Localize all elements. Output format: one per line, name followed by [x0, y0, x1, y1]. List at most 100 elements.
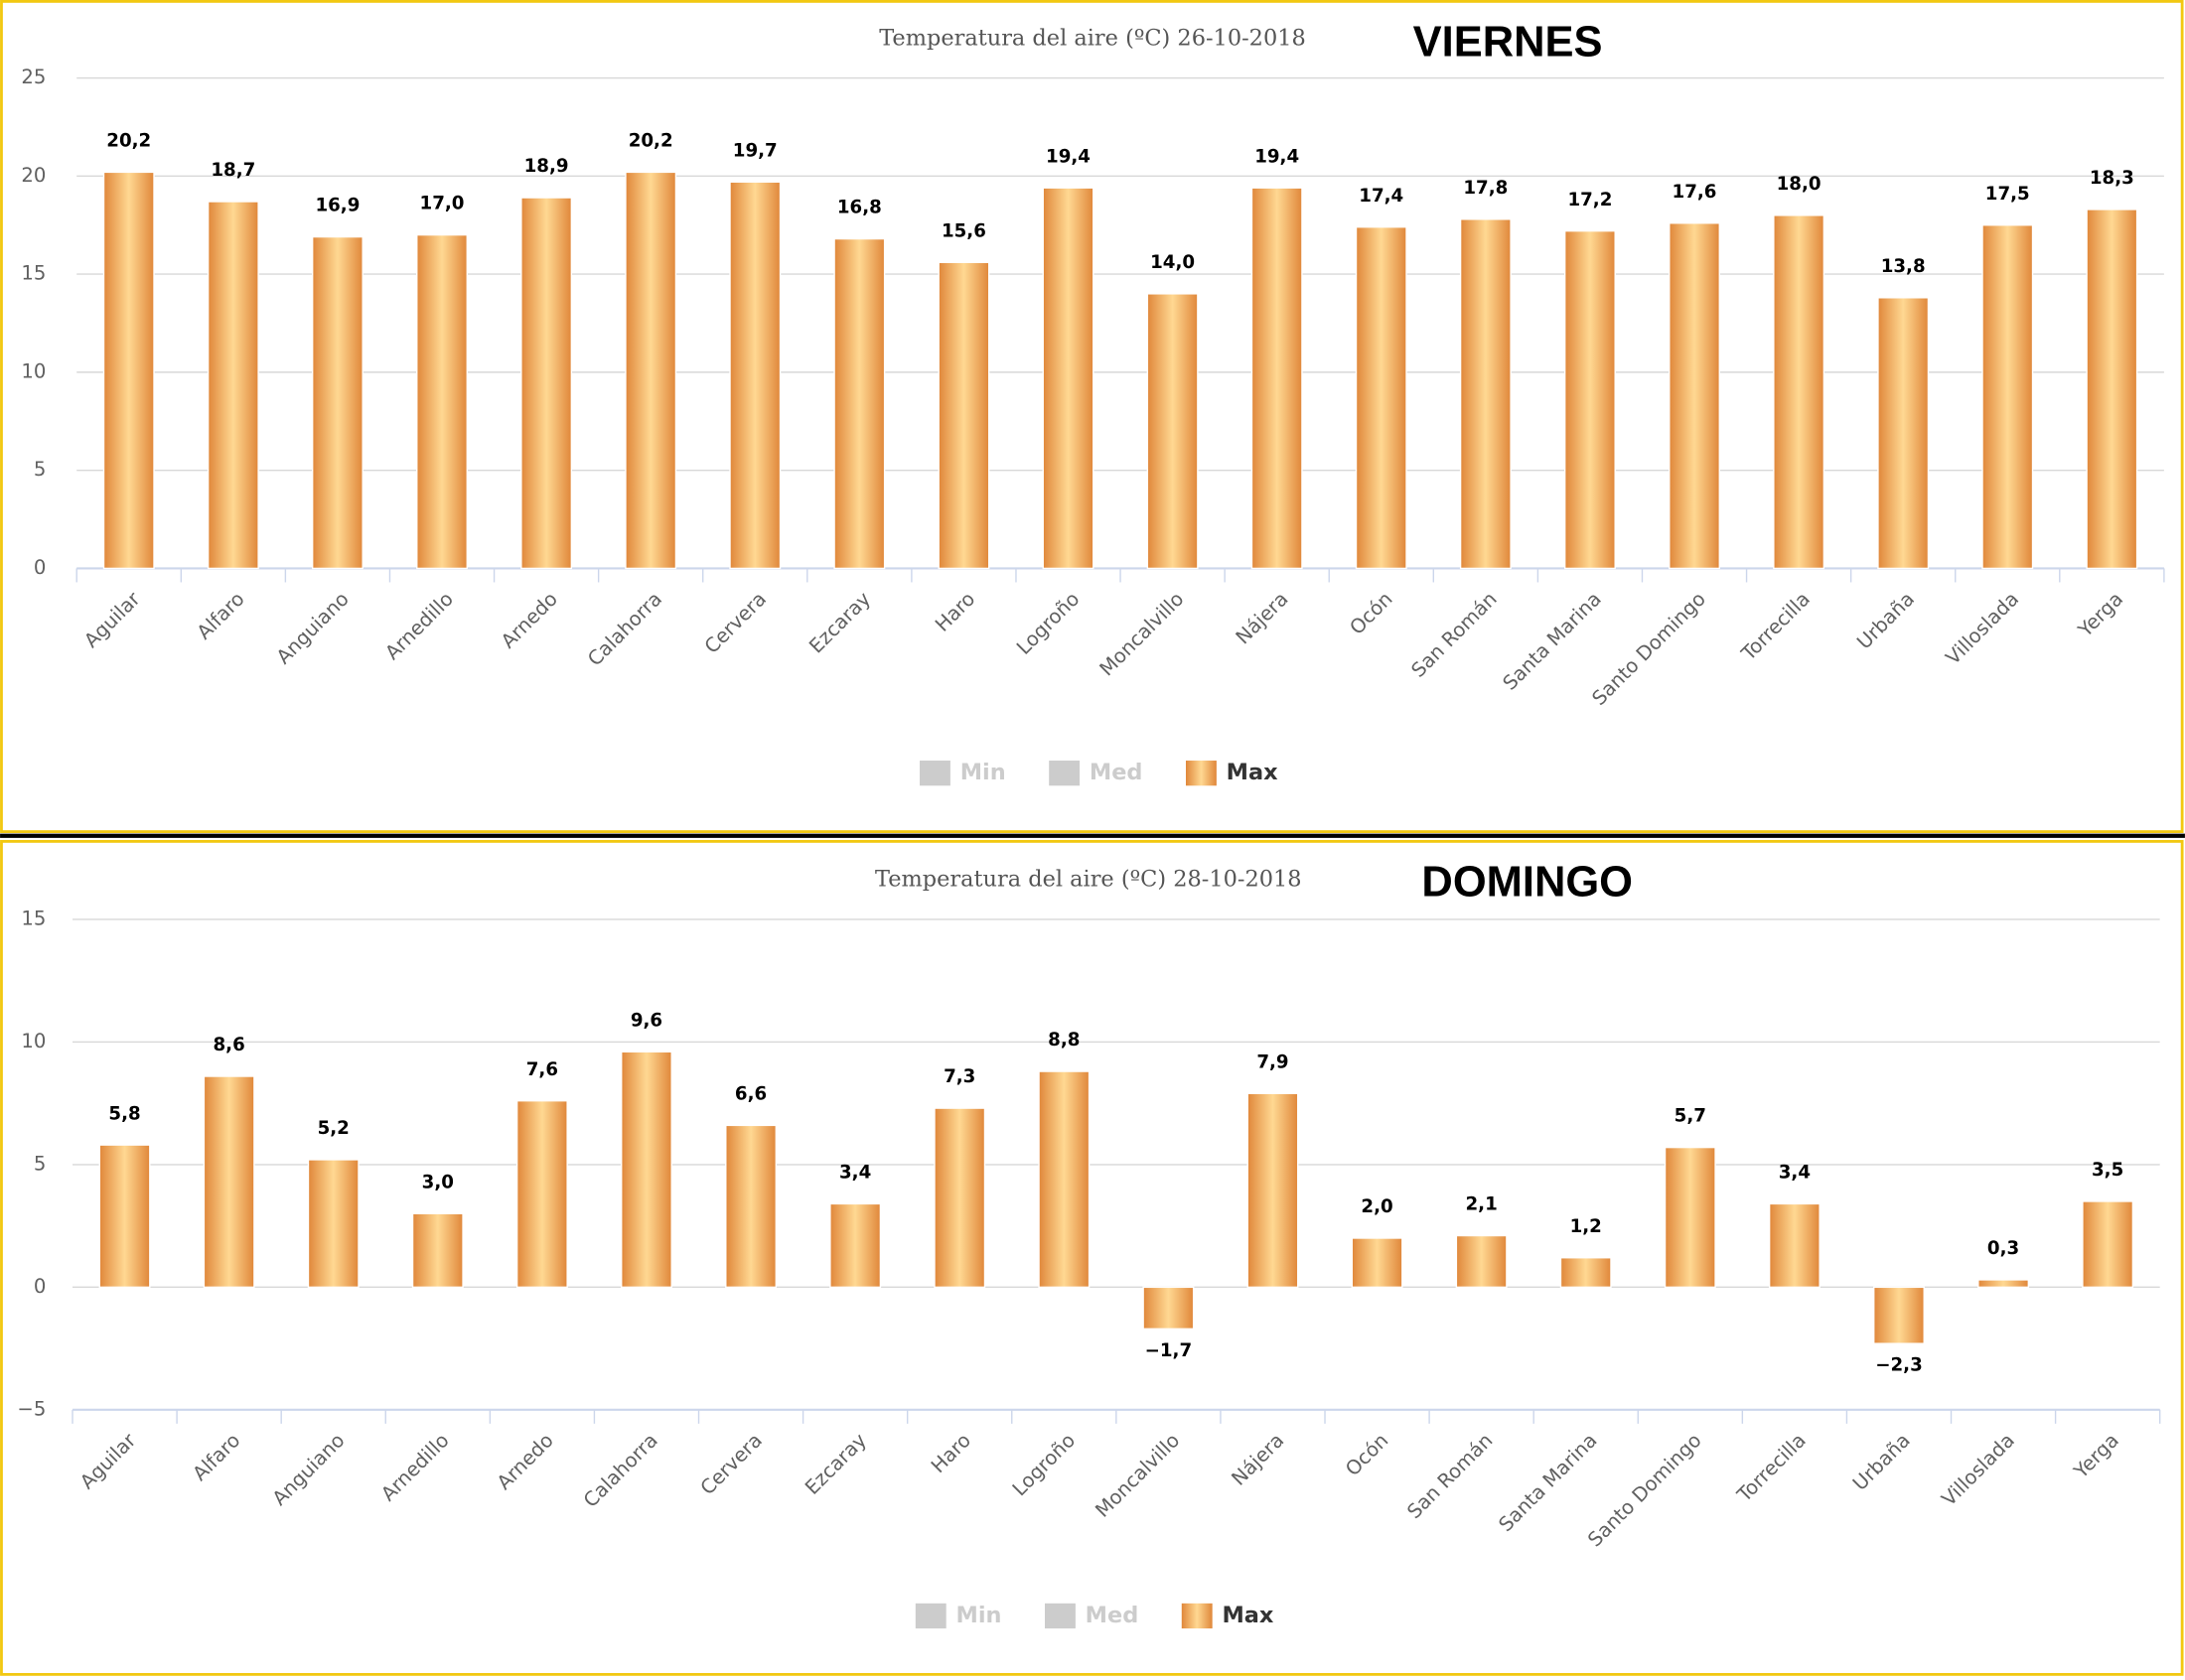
bar: [515, 1099, 568, 1289]
bar: [1042, 187, 1094, 570]
legend-swatch[interactable]: [1049, 761, 1081, 786]
value-label: 18,9: [524, 156, 569, 177]
bar: [98, 1144, 151, 1289]
bar: [1459, 218, 1512, 570]
bar: [938, 261, 990, 570]
value-label: 19,4: [1046, 146, 1091, 167]
bar: [1669, 222, 1720, 570]
bar: [1142, 1286, 1195, 1330]
value-label: 18,0: [1777, 174, 1821, 195]
bar: [207, 201, 259, 570]
day-label: DOMINGO: [1421, 858, 1633, 906]
legend-swatch[interactable]: [1181, 1603, 1213, 1629]
value-label: 8,6: [213, 1035, 244, 1055]
bar: [934, 1107, 986, 1289]
y-tick-label: 5: [34, 458, 47, 481]
value-label: 13,8: [1881, 256, 1926, 277]
value-label: 19,7: [733, 140, 778, 161]
value-label: −2,3: [1875, 1355, 1923, 1376]
legend-label[interactable]: Med: [1086, 1603, 1139, 1628]
chart-title: Temperatura del aire (ºC) 26-10-2018: [879, 25, 1306, 51]
bar: [2082, 1200, 2134, 1289]
legend-swatch[interactable]: [1045, 1603, 1076, 1629]
bar: [1773, 214, 1825, 570]
value-label: 0,3: [1987, 1238, 2019, 1259]
value-label: 15,6: [942, 220, 986, 241]
y-tick-label: 20: [21, 164, 46, 187]
bar: [520, 197, 573, 570]
day-label: VIERNES: [1413, 18, 1603, 66]
bar: [1768, 1202, 1821, 1289]
y-tick-label: 15: [21, 907, 46, 929]
y-tick-label: −5: [17, 1397, 46, 1420]
bar: [203, 1075, 255, 1289]
bar: [1351, 1237, 1403, 1289]
bar: [1877, 297, 1930, 570]
value-label: 7,6: [526, 1059, 558, 1080]
value-label: 5,2: [318, 1118, 350, 1139]
chart-title: Temperatura del aire (ºC) 28-10-2018: [875, 867, 1302, 893]
bar: [1455, 1234, 1508, 1289]
value-label: 8,8: [1048, 1030, 1080, 1050]
value-label: 17,5: [1985, 184, 2030, 205]
bar: [1559, 1257, 1612, 1289]
bar: [829, 1202, 882, 1289]
bar: [1250, 187, 1303, 570]
value-label: 3,0: [422, 1172, 454, 1192]
bar: [1355, 225, 1407, 570]
y-tick-label: 0: [34, 556, 47, 579]
value-label: 17,4: [1359, 186, 1403, 207]
legend-label[interactable]: Max: [1227, 760, 1278, 785]
y-tick-label: 0: [34, 1275, 47, 1298]
value-label: 2,0: [1361, 1196, 1392, 1217]
value-label: 1,2: [1570, 1216, 1602, 1237]
bar: [102, 171, 155, 570]
value-label: −1,7: [1145, 1340, 1193, 1361]
legend-label[interactable]: Min: [960, 760, 1006, 785]
value-label: 14,0: [1150, 252, 1195, 273]
legend-label[interactable]: Min: [956, 1603, 1002, 1628]
value-label: 20,2: [106, 131, 151, 152]
y-tick-label: 25: [21, 66, 46, 88]
legend-swatch[interactable]: [1185, 761, 1217, 786]
value-label: 6,6: [735, 1084, 767, 1105]
value-label: 3,4: [839, 1163, 871, 1184]
value-label: 18,7: [211, 160, 255, 181]
value-label: 19,4: [1254, 146, 1299, 167]
value-label: 3,5: [2092, 1160, 2123, 1181]
legend-label[interactable]: Med: [1090, 760, 1143, 785]
bar: [2086, 209, 2138, 570]
value-label: 5,7: [1675, 1106, 1706, 1127]
value-label: 7,3: [944, 1066, 975, 1087]
bar: [1038, 1070, 1091, 1289]
bar: [833, 237, 886, 570]
value-label: 3,4: [1779, 1163, 1811, 1184]
value-label: 16,8: [837, 198, 882, 218]
bar: [1977, 1279, 2030, 1289]
y-tick-label: 10: [21, 1030, 46, 1052]
value-label: 5,8: [108, 1103, 140, 1124]
bar: [307, 1159, 360, 1289]
value-label: 16,9: [315, 196, 360, 216]
value-label: 17,0: [420, 194, 465, 214]
bar: [621, 1050, 672, 1289]
bar: [625, 171, 677, 570]
bar: [311, 235, 364, 570]
y-tick-label: 5: [34, 1152, 47, 1175]
legend-swatch[interactable]: [920, 761, 950, 786]
legend-swatch[interactable]: [915, 1603, 947, 1629]
value-label: 17,8: [1463, 178, 1508, 199]
value-label: 17,2: [1567, 190, 1612, 210]
legend-label[interactable]: Max: [1222, 1603, 1273, 1628]
bar: [729, 181, 782, 570]
bar: [1146, 293, 1199, 570]
value-label: 20,2: [629, 131, 673, 152]
bar: [1664, 1146, 1716, 1289]
value-label: 17,6: [1673, 182, 1717, 203]
value-label: 7,9: [1256, 1051, 1288, 1072]
bar: [1246, 1092, 1299, 1289]
y-tick-label: 10: [21, 359, 46, 382]
bar: [1981, 224, 2034, 570]
bar: [1563, 229, 1616, 570]
